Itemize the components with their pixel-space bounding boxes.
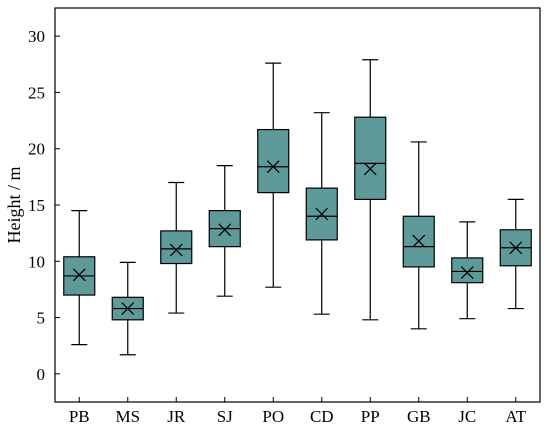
x-tick-label: GB	[407, 407, 431, 426]
box-pp	[354, 59, 387, 321]
mean-marker	[315, 207, 329, 221]
mean-marker	[72, 268, 86, 282]
box-sj	[208, 165, 241, 297]
y-axis: 0 5 10 15 20 25 30	[28, 27, 60, 384]
box-pb	[63, 210, 96, 346]
y-tick-label: 25	[28, 83, 45, 102]
mean-marker	[363, 162, 377, 176]
iqr-box	[451, 257, 484, 284]
box-cd	[305, 112, 338, 315]
box-jc	[451, 221, 484, 320]
x-axis: PB MS JR SJ PO CD PP GB JC AT	[69, 397, 527, 426]
y-tick-label: 0	[37, 365, 46, 384]
y-axis-title: Height / m	[4, 167, 24, 244]
x-tick-label: PP	[361, 407, 380, 426]
x-tick-label: CD	[310, 407, 334, 426]
x-tick-label: PO	[262, 407, 284, 426]
y-tick-label: 5	[37, 309, 46, 328]
x-tick-label: SJ	[217, 407, 233, 426]
iqr-box	[257, 128, 290, 194]
box-ms	[111, 261, 144, 356]
x-tick-label: MS	[115, 407, 140, 426]
iqr-box	[354, 116, 387, 200]
y-tick-label: 15	[28, 196, 45, 215]
mean-marker	[509, 241, 523, 255]
box-gb	[402, 141, 435, 330]
mean-marker	[169, 243, 183, 257]
box-at	[499, 198, 532, 310]
box-po	[257, 62, 290, 288]
iqr-box	[160, 230, 193, 265]
mean-marker	[412, 234, 426, 248]
y-tick-label: 10	[28, 252, 45, 271]
mean-marker	[121, 302, 135, 315]
mean-marker	[460, 266, 474, 279]
x-tick-label: JC	[458, 407, 476, 426]
x-tick-label: JR	[167, 407, 186, 426]
boxes-group	[63, 59, 532, 356]
mean-marker	[266, 160, 280, 174]
mean-marker	[218, 223, 232, 237]
x-tick-label: AT	[505, 407, 526, 426]
x-tick-label: PB	[69, 407, 90, 426]
y-tick-label: 30	[28, 27, 45, 46]
y-tick-label: 20	[28, 140, 45, 159]
box-jr	[160, 181, 193, 314]
